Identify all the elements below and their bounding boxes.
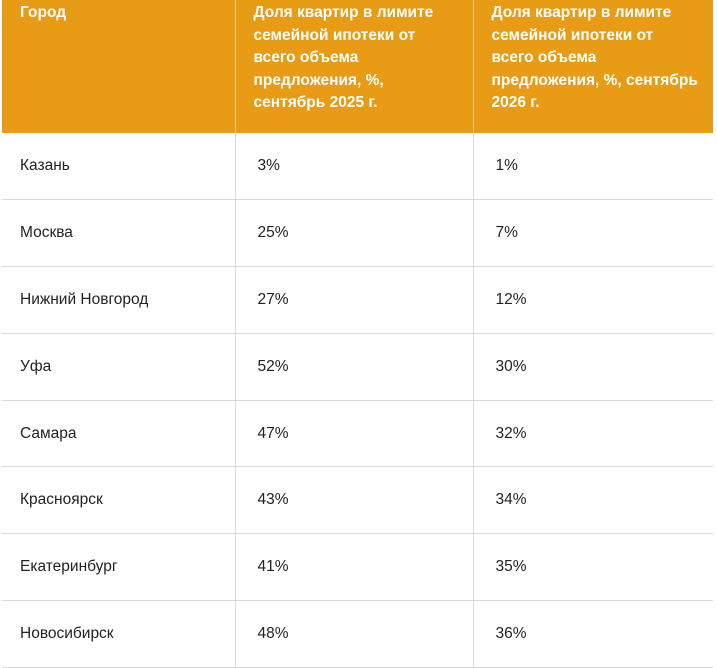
header-row: Город Доля квартир в лимите семейной ипо… bbox=[2, 0, 713, 133]
city-cell: Екатеринбург bbox=[2, 533, 236, 602]
column-header-share-2025: Доля квартир в лимите семейной ипотеки о… bbox=[235, 0, 474, 133]
city-cell: Новосибирск bbox=[2, 600, 236, 668]
share-2025-cell: 3% bbox=[235, 133, 474, 201]
share-2026-cell: 12% bbox=[473, 266, 713, 334]
share-2025-cell: 52% bbox=[235, 333, 474, 401]
table-row: Уфа 52% 30% bbox=[2, 333, 713, 401]
city-cell: Самара bbox=[2, 400, 236, 468]
city-cell: Красноярск bbox=[2, 466, 236, 535]
table-row: Самара 47% 32% bbox=[2, 400, 713, 468]
table-row: Екатеринбург 41% 35% bbox=[2, 533, 713, 602]
share-2026-cell: 34% bbox=[473, 466, 713, 535]
table-row: Нижний Новгород 27% 12% bbox=[2, 266, 713, 334]
share-2025-cell: 48% bbox=[235, 600, 474, 668]
share-2025-cell: 41% bbox=[235, 533, 474, 602]
share-2025-cell: 43% bbox=[235, 466, 474, 535]
share-2025-cell: 25% bbox=[235, 199, 474, 268]
share-2026-cell: 7% bbox=[473, 199, 713, 268]
share-2025-cell: 27% bbox=[235, 266, 474, 334]
column-header-share-2026: Доля квартир в лимите семейной ипотеки о… bbox=[473, 0, 713, 133]
city-cell: Казань bbox=[2, 133, 236, 201]
city-cell: Москва bbox=[2, 199, 236, 268]
share-2026-cell: 1% bbox=[473, 133, 713, 201]
share-2026-cell: 32% bbox=[473, 400, 713, 468]
share-2025-cell: 47% bbox=[235, 400, 474, 468]
table-row: Красноярск 43% 34% bbox=[2, 466, 713, 535]
share-2026-cell: 35% bbox=[473, 533, 713, 602]
city-cell: Уфа bbox=[2, 333, 236, 401]
column-header-city: Город bbox=[2, 0, 236, 133]
share-2026-cell: 36% bbox=[473, 600, 713, 668]
city-cell: Нижний Новгород bbox=[2, 266, 236, 334]
table-row: Новосибирск 48% 36% bbox=[2, 600, 713, 668]
share-2026-cell: 30% bbox=[473, 333, 713, 401]
table-row: Москва 25% 7% bbox=[2, 199, 713, 268]
table-row: Казань 3% 1% bbox=[2, 133, 713, 201]
